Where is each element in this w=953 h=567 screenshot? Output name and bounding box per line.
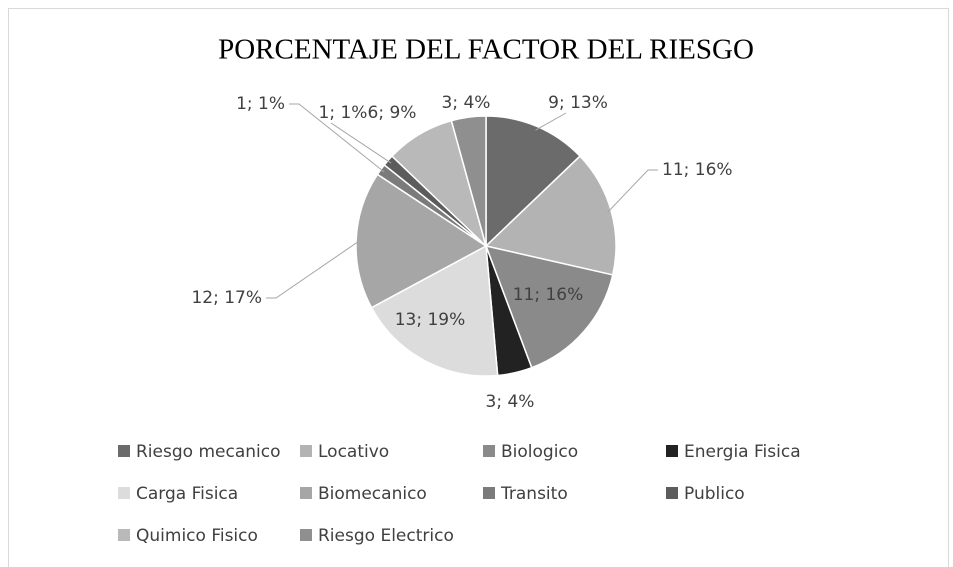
legend-swatch [483, 487, 495, 499]
leader-line [266, 239, 361, 299]
legend-swatch [118, 445, 130, 457]
legend-swatch [300, 445, 312, 457]
legend-label: Energia Fisica [684, 442, 801, 462]
legend-label: Biomecanico [318, 484, 427, 504]
pie-slice [485, 115, 582, 248]
leader-line [535, 112, 567, 131]
data-label: 9; 13% [548, 93, 608, 113]
data-label: 13; 19% [395, 310, 466, 330]
legend-swatch [666, 487, 678, 499]
legend-label: Riesgo mecanico [136, 442, 280, 462]
legend-swatch [666, 445, 678, 457]
leader-line [607, 169, 658, 213]
data-label: 1; 1% [236, 94, 285, 114]
pie-slice [484, 155, 617, 276]
data-label: 1; 1% [319, 103, 368, 123]
chart-title: PORCENTAJE DEL FACTOR DEL RIESGO [218, 34, 754, 66]
legend-label: Transito [500, 484, 568, 504]
legend-label: Locativo [318, 442, 389, 462]
legend-swatch [300, 529, 312, 541]
legend-label: Riesgo Electrico [318, 526, 454, 546]
pie-slice [355, 173, 488, 309]
data-label: 11; 16% [513, 285, 584, 305]
leader-line [289, 103, 385, 173]
legend-swatch [483, 445, 495, 457]
leader-line [330, 122, 392, 164]
data-label: 6; 9% [368, 103, 417, 123]
pie-slice [484, 244, 614, 369]
legend-label: Carga Fisica [136, 484, 238, 504]
legend-swatch [118, 529, 130, 541]
legend-label: Publico [684, 484, 745, 504]
legend-swatch [300, 487, 312, 499]
data-label: 11; 16% [662, 160, 733, 180]
legend-swatch [118, 487, 130, 499]
pie-slice [370, 244, 499, 377]
legend-label: Quimico Fisico [136, 526, 258, 546]
pie-slice [450, 115, 487, 247]
data-label: 3; 4% [442, 93, 491, 113]
data-label: 12; 17% [191, 288, 262, 308]
legend-label: Biologico [501, 442, 578, 462]
data-label: 3; 4% [486, 392, 535, 412]
